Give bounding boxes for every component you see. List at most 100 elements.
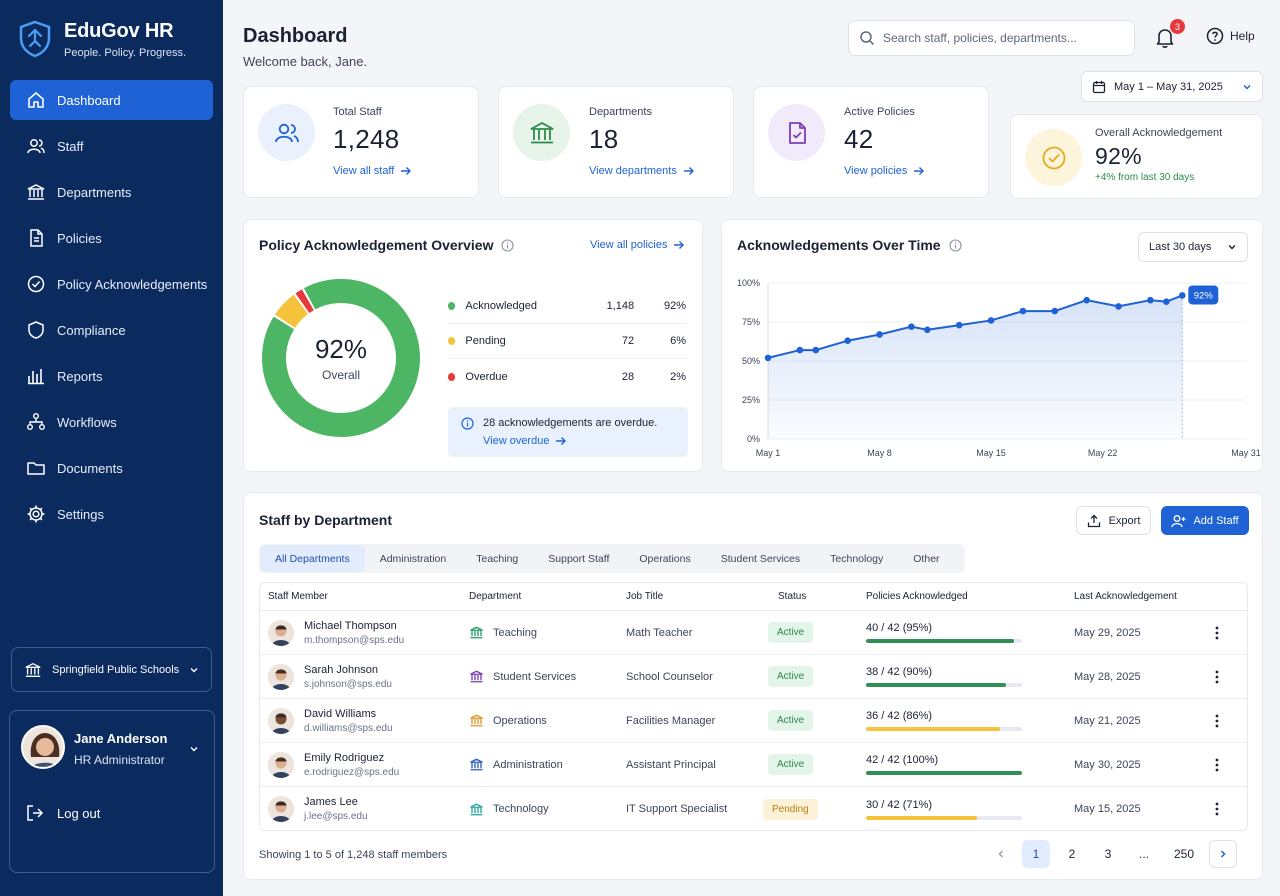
department-name: Administration: [493, 758, 563, 771]
bell-icon[interactable]: [1155, 27, 1175, 49]
data-point[interactable]: [1083, 296, 1090, 304]
more-options-icon[interactable]: [1215, 714, 1219, 728]
data-point[interactable]: [955, 321, 963, 329]
search-box: [848, 20, 1135, 56]
data-point[interactable]: [812, 346, 820, 354]
data-point[interactable]: [1115, 303, 1122, 310]
last-acknowledgement: May 29, 2025: [1074, 626, 1141, 639]
date-range-picker[interactable]: May 1 – May 31, 2025: [1081, 71, 1263, 102]
view-departments-link[interactable]: View departments: [589, 165, 695, 177]
column-header[interactable]: Status: [778, 591, 807, 602]
page-button-2[interactable]: 2: [1068, 847, 1076, 861]
tab-administration[interactable]: Administration: [379, 552, 447, 565]
add-staff-button[interactable]: Add Staff: [1161, 506, 1249, 535]
info-icon[interactable]: [949, 238, 962, 252]
data-point[interactable]: [764, 354, 772, 362]
brand-tagline: People. Policy. Progress.: [64, 47, 187, 59]
range-select[interactable]: Last 30 days: [1138, 232, 1248, 262]
table-row[interactable]: Michael Thompson m.thompson@sps.edu Teachi…: [260, 611, 1247, 655]
organization-selector[interactable]: Springfield Public Schools: [11, 647, 212, 692]
data-point[interactable]: [876, 331, 883, 338]
data-point[interactable]: [924, 326, 931, 334]
table-row[interactable]: James Lee j.lee@sps.edu Technology IT Suppo…: [260, 787, 1247, 831]
sidebar-item-documents[interactable]: Documents: [10, 448, 213, 488]
staff-email: s.johnson@sps.edu: [304, 678, 392, 690]
sidebar-item-policy-acknowledgements[interactable]: Policy Acknowledgements: [10, 264, 213, 304]
staff-member-cell: James Lee j.lee@sps.edu: [268, 796, 368, 822]
staff-name[interactable]: David Williams: [304, 707, 377, 720]
data-point[interactable]: [1178, 292, 1186, 299]
data-point[interactable]: [1147, 296, 1154, 304]
sidebar-item-policies[interactable]: Policies: [10, 218, 213, 258]
more-options-icon[interactable]: [1215, 758, 1219, 772]
tab-technology[interactable]: Technology: [830, 552, 884, 565]
help-button[interactable]: Help: [1206, 27, 1255, 45]
more-options-icon[interactable]: [1215, 626, 1219, 640]
stat-delta: +4% from last 30 days: [1095, 172, 1195, 183]
column-header[interactable]: Policies Acknowledged: [866, 591, 968, 602]
data-point[interactable]: [987, 317, 995, 324]
department-name: Teaching: [493, 626, 538, 639]
staff-name[interactable]: Sarah Johnson: [304, 663, 378, 676]
legend-count: 1,148: [606, 300, 635, 312]
sidebar-item-settings[interactable]: Settings: [10, 494, 213, 534]
data-point[interactable]: [908, 323, 915, 330]
page-button-250[interactable]: 250: [1173, 847, 1195, 861]
logout-button[interactable]: Log out: [25, 803, 100, 823]
info-icon[interactable]: [501, 238, 515, 252]
search-input[interactable]: [883, 31, 1123, 45]
overdue-note-text: 28 acknowledgements are overdue.: [483, 417, 658, 429]
prev-page-button[interactable]: [987, 840, 1015, 868]
avatar: [268, 751, 294, 778]
more-options-icon[interactable]: [1215, 670, 1219, 684]
staff-email: d.williams@sps.edu: [304, 722, 393, 734]
sidebar-item-dashboard[interactable]: Dashboard: [10, 80, 213, 120]
next-page-button[interactable]: [1209, 840, 1237, 868]
column-header[interactable]: Last Acknowledgement: [1074, 591, 1177, 602]
avatar[interactable]: [21, 725, 65, 769]
view-overdue-link[interactable]: View overdue: [483, 435, 567, 447]
column-header[interactable]: Department: [469, 591, 522, 602]
tab-support-staff[interactable]: Support Staff: [548, 552, 610, 565]
tab-other[interactable]: Other: [913, 552, 940, 565]
view-policies-link[interactable]: View policies: [844, 165, 925, 177]
page-button-1[interactable]: 1: [1022, 840, 1050, 868]
sidebar-item-staff[interactable]: Staff: [10, 126, 213, 166]
data-point[interactable]: [1019, 307, 1027, 315]
export-button[interactable]: Export: [1076, 506, 1151, 535]
sidebar-item-departments[interactable]: Departments: [10, 172, 213, 212]
data-point[interactable]: [844, 337, 851, 345]
avatar: [268, 619, 294, 646]
data-point[interactable]: [1051, 307, 1059, 315]
column-header[interactable]: Job Title: [626, 591, 664, 602]
data-point[interactable]: [1163, 298, 1170, 306]
sidebar-item-label: Workflows: [57, 414, 117, 430]
page-button-3[interactable]: 3: [1104, 847, 1112, 861]
tab-teaching[interactable]: Teaching: [476, 552, 519, 565]
sidebar-item-reports[interactable]: Reports: [10, 356, 213, 396]
staff-name[interactable]: Michael Thompson: [304, 619, 397, 632]
user-name: Jane Anderson: [74, 731, 168, 746]
progress-fill: [866, 771, 1022, 775]
user-menu-chevron-icon[interactable]: [189, 744, 199, 754]
chart-title: Acknowledgements Over Time: [737, 237, 941, 253]
table-row[interactable]: Sarah Johnson s.johnson@sps.edu Student Se…: [260, 655, 1247, 699]
column-header[interactable]: Staff Member: [268, 591, 328, 602]
table-row[interactable]: Emily Rodriguez e.rodriguez@sps.edu Admini…: [260, 743, 1247, 787]
data-point[interactable]: [796, 346, 804, 354]
view-all-staff-link[interactable]: View all staff: [333, 165, 412, 177]
tab-student-services[interactable]: Student Services: [720, 552, 801, 565]
staff-name[interactable]: James Lee: [304, 796, 358, 808]
y-tick-label: 0%: [747, 434, 760, 444]
view-all-policies-link[interactable]: View all policies: [590, 239, 685, 251]
sidebar-item-workflows[interactable]: Workflows: [10, 402, 213, 442]
staff-name[interactable]: Emily Rodriguez: [304, 751, 385, 764]
tab-all-departments[interactable]: All Departments: [260, 545, 365, 572]
sidebar-item-compliance[interactable]: Compliance: [10, 310, 213, 350]
y-tick-label: 50%: [742, 356, 760, 366]
status-cell: Pending: [763, 798, 818, 820]
table-row[interactable]: David Williams d.williams@sps.edu Operatio…: [260, 699, 1247, 743]
check-circle-icon: [1025, 129, 1082, 186]
tab-operations[interactable]: Operations: [639, 552, 691, 565]
more-options-icon[interactable]: [1215, 802, 1219, 816]
